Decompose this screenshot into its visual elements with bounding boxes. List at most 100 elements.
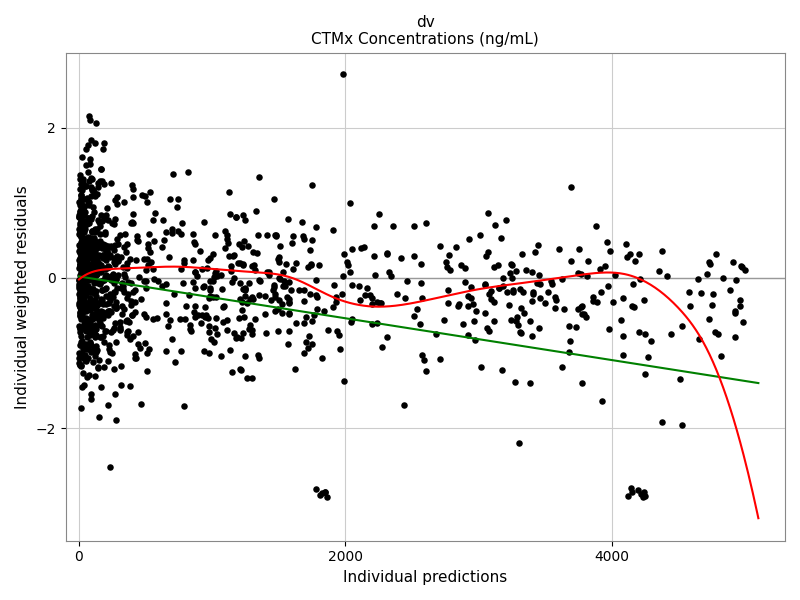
Point xyxy=(134,400,147,409)
Point xyxy=(90,341,102,351)
Point xyxy=(124,382,137,391)
Point xyxy=(81,258,94,268)
Point xyxy=(90,119,102,128)
Point xyxy=(87,208,100,217)
Point xyxy=(78,300,90,310)
Point xyxy=(510,317,522,326)
Point xyxy=(84,317,97,326)
Point xyxy=(84,269,97,279)
Point xyxy=(73,299,86,308)
Point xyxy=(114,325,126,334)
Point xyxy=(268,282,281,292)
Point xyxy=(86,314,99,323)
Point xyxy=(92,252,105,262)
Point xyxy=(80,217,93,227)
Point xyxy=(79,285,92,295)
Point xyxy=(276,299,289,309)
Point xyxy=(86,263,99,273)
Point xyxy=(660,271,673,281)
Point xyxy=(97,263,110,273)
Point xyxy=(105,271,118,281)
X-axis label: Individual predictions: Individual predictions xyxy=(343,570,507,585)
Point xyxy=(102,310,114,319)
Point xyxy=(269,230,282,240)
Point xyxy=(84,236,97,246)
Point xyxy=(375,343,388,352)
Point xyxy=(98,263,111,272)
Point xyxy=(118,269,130,278)
Point xyxy=(593,265,606,274)
Point xyxy=(366,319,378,329)
Point xyxy=(74,340,86,350)
Point xyxy=(304,289,317,299)
Point xyxy=(98,179,110,188)
Point xyxy=(75,298,88,308)
Point xyxy=(74,300,86,310)
Point xyxy=(82,302,94,312)
Point xyxy=(74,262,86,272)
Point xyxy=(204,291,217,301)
Point xyxy=(191,310,204,320)
Point xyxy=(86,256,99,265)
Point xyxy=(617,331,630,341)
Point xyxy=(108,219,121,229)
Point xyxy=(73,212,86,222)
Point xyxy=(634,490,647,499)
Point xyxy=(156,281,169,291)
Point xyxy=(93,412,106,422)
Point xyxy=(73,197,86,206)
Point xyxy=(78,239,90,249)
Point xyxy=(510,312,523,322)
Point xyxy=(507,285,520,295)
Point xyxy=(80,181,93,191)
Point xyxy=(82,197,94,207)
Point xyxy=(86,260,99,270)
Point xyxy=(189,267,202,277)
Point xyxy=(97,250,110,260)
Point xyxy=(189,239,202,249)
Point xyxy=(488,316,501,325)
Point xyxy=(125,296,138,306)
Point xyxy=(159,299,172,308)
Point xyxy=(78,202,91,211)
Point xyxy=(88,252,101,262)
Point xyxy=(156,215,169,225)
Point xyxy=(104,289,117,299)
Point xyxy=(82,197,95,207)
Point xyxy=(82,263,94,273)
Point xyxy=(607,297,620,307)
Point xyxy=(98,275,110,284)
Point xyxy=(89,266,102,276)
Point xyxy=(77,179,90,188)
Point xyxy=(87,310,100,320)
Point xyxy=(603,246,616,256)
Point xyxy=(253,290,266,300)
Point xyxy=(514,304,527,313)
Point xyxy=(78,296,90,306)
Point xyxy=(341,257,354,267)
Point xyxy=(202,255,214,265)
Point xyxy=(492,283,505,293)
Point xyxy=(94,307,107,316)
Point xyxy=(549,304,562,313)
Point xyxy=(73,253,86,263)
Point xyxy=(253,275,266,284)
Point xyxy=(80,266,93,276)
Point xyxy=(120,263,133,272)
Point xyxy=(89,371,102,381)
Point xyxy=(302,344,314,353)
Point xyxy=(474,230,486,240)
Point xyxy=(87,358,100,367)
Point xyxy=(82,301,94,310)
Point xyxy=(326,226,339,235)
Point xyxy=(109,287,122,297)
Point xyxy=(327,302,340,312)
Point xyxy=(282,298,295,308)
Point xyxy=(110,415,122,424)
Point xyxy=(526,296,538,305)
Point xyxy=(183,320,196,329)
Point xyxy=(694,288,707,298)
Point xyxy=(514,328,526,337)
Point xyxy=(119,272,132,281)
Point xyxy=(601,237,614,247)
